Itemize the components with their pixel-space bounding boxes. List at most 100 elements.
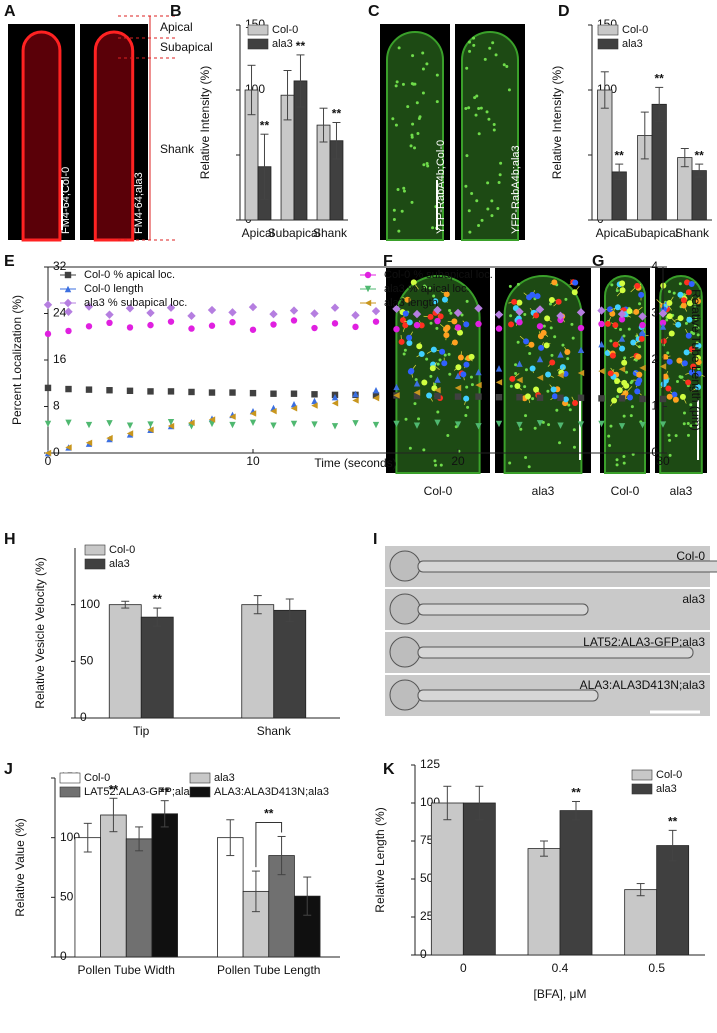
marker — [434, 318, 440, 324]
bar — [560, 811, 592, 955]
marker — [208, 306, 216, 314]
vesicle — [572, 400, 578, 406]
marker — [598, 321, 604, 327]
marker — [475, 321, 481, 327]
vesicle — [615, 304, 621, 310]
marker — [578, 325, 584, 331]
vesicle — [683, 411, 686, 414]
marker — [168, 388, 174, 394]
bar — [625, 890, 657, 955]
panel-label: A — [4, 3, 16, 20]
vesicle — [572, 337, 575, 340]
y-tick-label: 50 — [60, 890, 74, 904]
vesicle — [499, 173, 502, 176]
vesicle — [623, 383, 629, 389]
legend-swatch — [598, 39, 618, 49]
vesicle — [573, 428, 576, 431]
vesicle — [452, 340, 458, 346]
vesicle — [486, 110, 489, 113]
vesicle — [403, 311, 409, 317]
legend-swatch — [60, 787, 80, 797]
marker — [209, 389, 215, 395]
marker — [127, 388, 133, 394]
vesicle — [425, 62, 428, 65]
vesicle — [605, 321, 611, 327]
vesicle — [636, 372, 642, 378]
region-label: Subapical — [160, 40, 213, 54]
vesicle — [687, 434, 690, 437]
image-label: ala3 — [532, 484, 555, 498]
x-tick-label: 0.4 — [552, 961, 569, 975]
vesicle — [398, 46, 401, 49]
marker — [537, 395, 543, 401]
significance: ** — [695, 148, 705, 162]
marker — [228, 308, 236, 316]
marker — [434, 393, 440, 399]
y-tick-label: 24 — [53, 306, 67, 320]
vesicle — [406, 340, 412, 346]
vesicle — [661, 381, 667, 387]
image-label: ALA3:ALA3D413N;ala3 — [580, 678, 706, 692]
legend-label: ala3 % apical loc. — [384, 283, 470, 295]
vesicle — [440, 464, 443, 467]
vesicle — [546, 390, 549, 393]
vesicle — [609, 339, 612, 342]
vesicle — [400, 317, 406, 323]
vesicle — [439, 358, 442, 361]
bar — [528, 849, 560, 955]
vesicle — [451, 318, 457, 324]
bar — [152, 814, 178, 957]
vesicle — [572, 280, 578, 286]
vesicle — [678, 315, 684, 321]
marker — [45, 385, 51, 391]
legend-swatch — [190, 787, 210, 797]
vesicle — [444, 325, 450, 331]
vesicle — [464, 414, 467, 417]
legend-swatch — [60, 773, 80, 783]
y-tick-label: 0 — [80, 710, 87, 724]
vesicle — [508, 321, 514, 327]
vesicle — [623, 462, 626, 465]
vesicle — [631, 405, 634, 408]
vesicle — [403, 190, 406, 193]
marker — [639, 396, 645, 402]
vesicle — [563, 396, 569, 402]
vesicle — [630, 414, 633, 417]
marker — [188, 389, 194, 395]
vesicle — [668, 439, 671, 442]
vesicle — [621, 360, 627, 366]
panel-label: D — [558, 3, 570, 20]
bar — [657, 846, 689, 955]
marker — [270, 422, 276, 428]
marker — [516, 394, 522, 400]
pollen-grain — [390, 637, 420, 667]
image-label: Col-0 — [676, 549, 705, 563]
axis-title: Relative Value (%) — [13, 818, 27, 916]
marker — [127, 324, 133, 330]
vesicle — [484, 58, 487, 61]
vesicle — [552, 393, 558, 399]
significance: ** — [571, 786, 581, 800]
marker — [331, 303, 339, 311]
vesicle — [416, 343, 422, 349]
pollen-tube — [418, 561, 717, 572]
legend-label: ALA3:ALA3D413N;ala3 — [214, 786, 329, 798]
vesicle — [426, 162, 429, 165]
vesicle — [468, 41, 471, 44]
vesicle — [616, 289, 619, 292]
marker — [352, 397, 358, 403]
marker — [352, 420, 358, 426]
x-tick-label: 20 — [451, 454, 465, 468]
axis-title: Relative Vesicle Velocity (%) — [33, 557, 47, 708]
vesicle — [467, 106, 470, 109]
marker — [269, 310, 277, 318]
vesicle — [477, 224, 480, 227]
vesicle — [610, 283, 613, 286]
vesicle — [545, 371, 551, 377]
vesicle — [475, 199, 478, 202]
image-label: ala3 — [670, 484, 693, 498]
bar — [692, 171, 706, 220]
vesicle — [679, 282, 682, 285]
significance: ** — [264, 807, 274, 821]
vesicle — [446, 434, 449, 437]
